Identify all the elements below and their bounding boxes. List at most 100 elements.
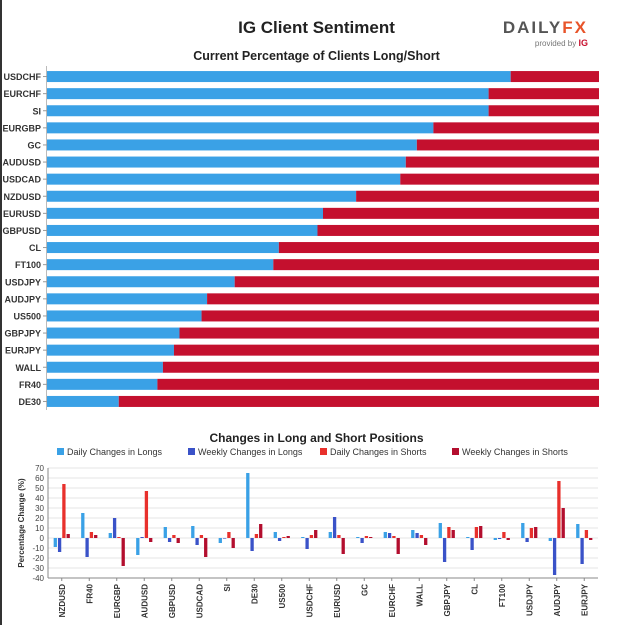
legend-label: Daily Changes in Shorts: [330, 447, 427, 457]
change-bar-ft100-s2: [502, 532, 506, 538]
short-bar-usdcad: [400, 173, 599, 185]
change-bar-gbpjpy-s0: [438, 523, 442, 538]
change-bar-audjpy-s2: [557, 481, 561, 538]
long-bar-eurchf: [47, 88, 489, 100]
short-bar-fr40: [157, 378, 599, 390]
short-bar-gbpjpy: [179, 327, 600, 339]
change-bar-usdcad-s3: [204, 538, 208, 557]
short-bar-nzdusd: [356, 190, 599, 202]
change-bar-si-s3: [231, 538, 235, 548]
category-label-eurjpy: EURJPY: [5, 346, 41, 356]
y-tick-label: -30: [32, 564, 44, 573]
long-bar-gbpusd: [47, 224, 318, 236]
change-bar-eurchf-s2: [392, 536, 396, 538]
change-bar-wall-s3: [424, 538, 428, 545]
change-bar-de30-s3: [259, 524, 263, 538]
changes-chart-title: Changes in Long and Short Positions: [209, 431, 424, 445]
y-tick-label: -40: [32, 574, 44, 583]
change-bar-wall-s0: [411, 530, 415, 538]
change-bar-cl-s3: [479, 526, 483, 538]
change-bar-nzdusd-s0: [53, 538, 57, 547]
short-bar-eurjpy: [173, 344, 599, 356]
change-bar-eurgbp-s1: [112, 518, 117, 538]
y-axis-title: Percentage Change (%): [17, 478, 26, 568]
short-bar-eurgbp: [433, 122, 599, 134]
legend-daily-longs[interactable]: Daily Changes in Longs: [57, 447, 162, 457]
long-short-chart-title: Current Percentage of Clients Long/Short: [193, 49, 440, 63]
category-label-cl: CL: [29, 243, 41, 253]
change-bar-gbpjpy-s2: [447, 527, 451, 538]
short-bar-audjpy: [207, 293, 599, 305]
change-bar-usdjpy-s2: [529, 528, 534, 538]
long-bar-usdchf: [47, 71, 511, 83]
short-bar-us500: [201, 310, 599, 322]
category-label-usdcad: USDCAD: [2, 175, 41, 185]
change-bar-eurchf-s1: [387, 533, 392, 538]
change-bar-usdcad-s0: [191, 526, 195, 538]
change-bar-nzdusd-s1: [57, 538, 62, 552]
change-bar-usdcad-s1: [195, 538, 199, 545]
long-bar-ft100: [47, 259, 274, 271]
legend-weekly-longs[interactable]: Weekly Changes in Longs: [188, 447, 302, 457]
short-bar-si: [488, 105, 599, 117]
change-bar-fr40-s3: [94, 535, 98, 538]
change-bar-audusd-s1: [140, 537, 144, 538]
change-bar-gbpusd-s2: [172, 535, 176, 538]
logo-ig: IG: [578, 38, 588, 48]
change-bar-gbpjpy-s3: [451, 530, 455, 538]
long-bar-audusd: [47, 156, 406, 168]
x-tick-label-gc: GC: [360, 584, 369, 596]
category-label-ft100: FT100: [15, 260, 41, 270]
x-tick-label-nzdusd: NZDUSD: [58, 584, 67, 618]
category-label-nzdusd: NZDUSD: [4, 192, 42, 202]
change-bar-fr40-s2: [89, 532, 94, 538]
x-tick-label-us500: US500: [278, 583, 287, 608]
legend-swatch: [188, 448, 195, 455]
x-tick-label-eurchf: EURCHF: [388, 584, 397, 617]
category-label-audjpy: AUDJPY: [4, 294, 41, 304]
change-bar-gc-s2: [364, 536, 369, 538]
change-bar-eurjpy-s2: [584, 530, 589, 538]
long-bar-usdjpy: [47, 276, 235, 288]
legend-label: Weekly Changes in Shorts: [462, 447, 568, 457]
category-label-wall: WALL: [16, 363, 42, 373]
change-bar-gbpusd-s3: [176, 538, 180, 543]
long-bar-eurjpy: [47, 344, 174, 356]
short-bar-gbpusd: [317, 224, 599, 236]
long-bar-wall: [47, 361, 163, 373]
legend-weekly-shorts[interactable]: Weekly Changes in Shorts: [452, 447, 568, 457]
change-bar-usdcad-s2: [199, 535, 204, 538]
change-bar-eurgbp-s3: [121, 538, 125, 566]
short-bar-usdjpy: [234, 276, 599, 288]
change-bar-us500-s3: [286, 536, 290, 538]
long-bar-cl: [47, 242, 279, 254]
legend-daily-shorts[interactable]: Daily Changes in Shorts: [320, 447, 427, 457]
y-tick-label: 20: [35, 514, 44, 523]
change-bar-ft100-s3: [506, 538, 510, 540]
change-bar-usdjpy-s3: [534, 527, 538, 538]
x-tick-label-cl: CL: [470, 584, 479, 595]
change-bar-gc-s0: [356, 537, 360, 538]
x-tick-label-fr40: FR40: [85, 583, 94, 603]
x-tick-label-gbpusd: GBPUSD: [168, 584, 177, 618]
x-tick-label-de30: DE30: [250, 583, 259, 604]
short-bar-ft100: [273, 259, 599, 271]
short-bar-de30: [118, 395, 599, 407]
change-bar-wall-s1: [415, 533, 419, 538]
change-bar-usdchf-s0: [301, 537, 305, 538]
change-bar-eurchf-s3: [396, 538, 400, 554]
x-tick-label-eurusd: EURUSD: [333, 584, 342, 618]
short-bar-eurchf: [488, 88, 599, 100]
long-bar-us500: [47, 310, 202, 322]
change-bar-audusd-s0: [136, 538, 140, 555]
change-bar-us500-s2: [282, 537, 286, 538]
legend-swatch: [57, 448, 64, 455]
y-tick-label: -20: [32, 554, 44, 563]
change-bar-gbpusd-s0: [163, 527, 167, 538]
y-tick-label: 0: [40, 534, 45, 543]
change-bar-gbpusd-s1: [167, 538, 172, 542]
logo-wordmark: DAILYFX: [503, 18, 588, 38]
change-bar-nzdusd-s3: [66, 534, 70, 538]
change-bar-ft100-s1: [497, 538, 502, 539]
logo-provided-by: provided by IG: [535, 38, 588, 48]
